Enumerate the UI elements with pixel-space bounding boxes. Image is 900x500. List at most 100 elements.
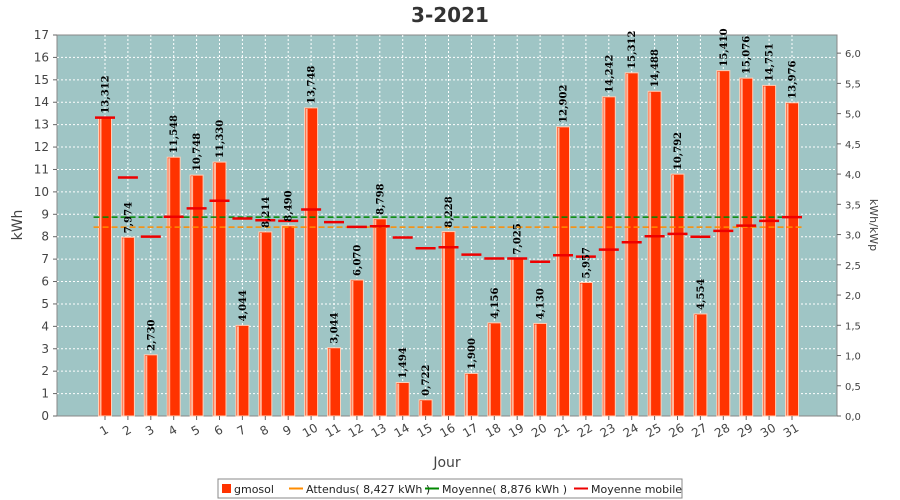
legend: gmosol Attendus( 8,427 kWh ) Moyenne( 8,… <box>217 478 683 499</box>
x-tick-label: 2 <box>120 423 134 439</box>
bar-value-label: 10,792 <box>673 132 684 170</box>
bar-highlight <box>259 232 262 416</box>
bar-highlight <box>122 238 125 416</box>
bar-value-label: 13,748 <box>307 66 318 104</box>
bar-highlight <box>214 163 216 416</box>
bar-value-label: 14,242 <box>604 54 615 92</box>
bar-value-label: 11,330 <box>215 120 226 158</box>
y-tick-label: 15 <box>34 73 49 87</box>
x-tick-label: 11 <box>323 421 343 441</box>
y-right-tick-label: 3,0 <box>845 231 861 242</box>
bar-highlight <box>305 108 308 416</box>
legend-item-moyenne: Moyenne( 8,876 kWh ) <box>442 483 567 496</box>
x-tick-label: 22 <box>575 421 595 441</box>
y-tick-label: 9 <box>41 207 49 221</box>
x-tick-label: 30 <box>758 421 778 441</box>
bar-value-label: 3,044 <box>330 312 341 343</box>
bar-value-label: 14,488 <box>650 49 661 87</box>
x-tick-label: 3 <box>143 423 157 439</box>
y-right-tick-label: 1,0 <box>845 352 861 363</box>
y-tick-label: 11 <box>34 162 49 176</box>
x-tick-label: 29 <box>735 421 755 441</box>
reference-lines <box>93 216 804 228</box>
y-tick-label: 7 <box>41 252 49 266</box>
bar-value-label: 8,228 <box>444 196 455 227</box>
legend-swatch-gmosol <box>222 484 231 493</box>
y-right-tick-label: 2,0 <box>845 291 861 302</box>
bar-value-label: 15,410 <box>719 28 730 66</box>
y-tick-label: 14 <box>34 95 49 109</box>
bar-highlight <box>191 176 194 416</box>
data-labels: 13,312 7,974 2,730 11,548 10,748 11,330 4,044 8… <box>101 28 799 395</box>
y-right-tick-label: 4,5 <box>845 140 861 151</box>
bar-highlight <box>740 79 743 416</box>
bar-highlight <box>443 232 445 416</box>
y-tick-label: 4 <box>41 319 49 333</box>
bar-value-label: 13,976 <box>788 60 799 98</box>
y-tick-label: 12 <box>34 140 49 154</box>
y-tick-label: 17 <box>34 28 49 42</box>
bar-value-label: 2,730 <box>146 319 157 350</box>
bar-value-label: 15,076 <box>742 36 753 74</box>
y-tick-label: 10 <box>34 185 49 199</box>
y-right-tick-label: 3,5 <box>845 200 861 211</box>
x-tick-label: 23 <box>598 421 618 441</box>
x-tick-label: 20 <box>529 421 549 441</box>
bar-value-label: 12,902 <box>559 85 570 123</box>
legend-item-gmosol: gmosol <box>234 483 274 496</box>
bar-highlight <box>282 226 285 416</box>
y-tick-label: 0 <box>41 409 49 423</box>
x-tick-label: 27 <box>689 421 709 441</box>
bar-value-label: 0,722 <box>421 364 432 395</box>
bar-value-label: 4,130 <box>536 288 547 319</box>
bar-highlight <box>168 158 171 416</box>
bar-value-label: 6,070 <box>352 245 363 276</box>
x-tick-label: 31 <box>781 421 801 441</box>
y-axis-right-label: kWh/kWp <box>867 199 880 251</box>
y-right-tick-label: 2,5 <box>845 261 861 272</box>
moving-average-markers <box>95 116 802 263</box>
x-tick-label: 6 <box>212 423 226 439</box>
x-tick-label: 8 <box>257 423 271 439</box>
bar-highlight <box>649 92 652 417</box>
x-tick-label: 26 <box>666 421 686 441</box>
bar-highlight <box>580 283 583 416</box>
x-tick-label: 13 <box>369 421 389 441</box>
y-right-tick-label: 0,5 <box>845 382 861 393</box>
x-axis: 1 2 3 4 5 6 7 8 9 10 11 12 13 14 15 16 17 18 19 20 21 22 23 24 2… <box>97 416 801 440</box>
legend-box <box>217 478 683 499</box>
bar-value-label: 1,900 <box>467 338 478 369</box>
bar-highlight <box>763 86 766 417</box>
y-tick-label: 6 <box>41 275 49 289</box>
bars <box>98 70 799 417</box>
x-tick-label: 18 <box>483 421 503 441</box>
x-tick-label: 12 <box>346 421 366 441</box>
legend-item-attendus: Attendus( 8,427 kWh ) <box>306 483 430 496</box>
bar-highlight <box>236 326 239 416</box>
chart-title: 3-2021 <box>411 3 489 27</box>
bar-highlight <box>786 103 789 416</box>
bar-highlight <box>557 127 560 416</box>
bar-highlight <box>603 97 606 416</box>
y-right-tick-label: 6,0 <box>845 49 861 60</box>
bar-highlight <box>145 355 148 416</box>
bar-value-label: 7,025 <box>513 223 524 254</box>
x-tick-label: 25 <box>643 421 663 441</box>
y-tick-label: 8 <box>41 230 49 244</box>
bar-highlight <box>534 324 537 416</box>
bar-highlight <box>351 280 354 416</box>
y-right-tick-label: 5,0 <box>845 110 861 121</box>
bar-value-label: 15,312 <box>627 31 638 69</box>
y-tick-label: 16 <box>34 50 49 64</box>
x-tick-label: 5 <box>189 423 203 439</box>
x-tick-label: 10 <box>300 421 320 441</box>
bar-value-label: 8,214 <box>261 197 272 228</box>
y-axis-right: 0,0 0,5 1,0 1,5 2,0 2,5 3,0 3,5 4,0 4,5 5,0 5,5 6,0 <box>837 49 861 423</box>
x-tick-label: 4 <box>166 423 180 439</box>
bar-highlight <box>488 323 491 416</box>
bar-value-label: 4,554 <box>696 279 707 310</box>
bar-highlight <box>465 374 468 416</box>
bar-highlight <box>420 400 423 416</box>
bar-value-label: 4,044 <box>238 290 249 321</box>
